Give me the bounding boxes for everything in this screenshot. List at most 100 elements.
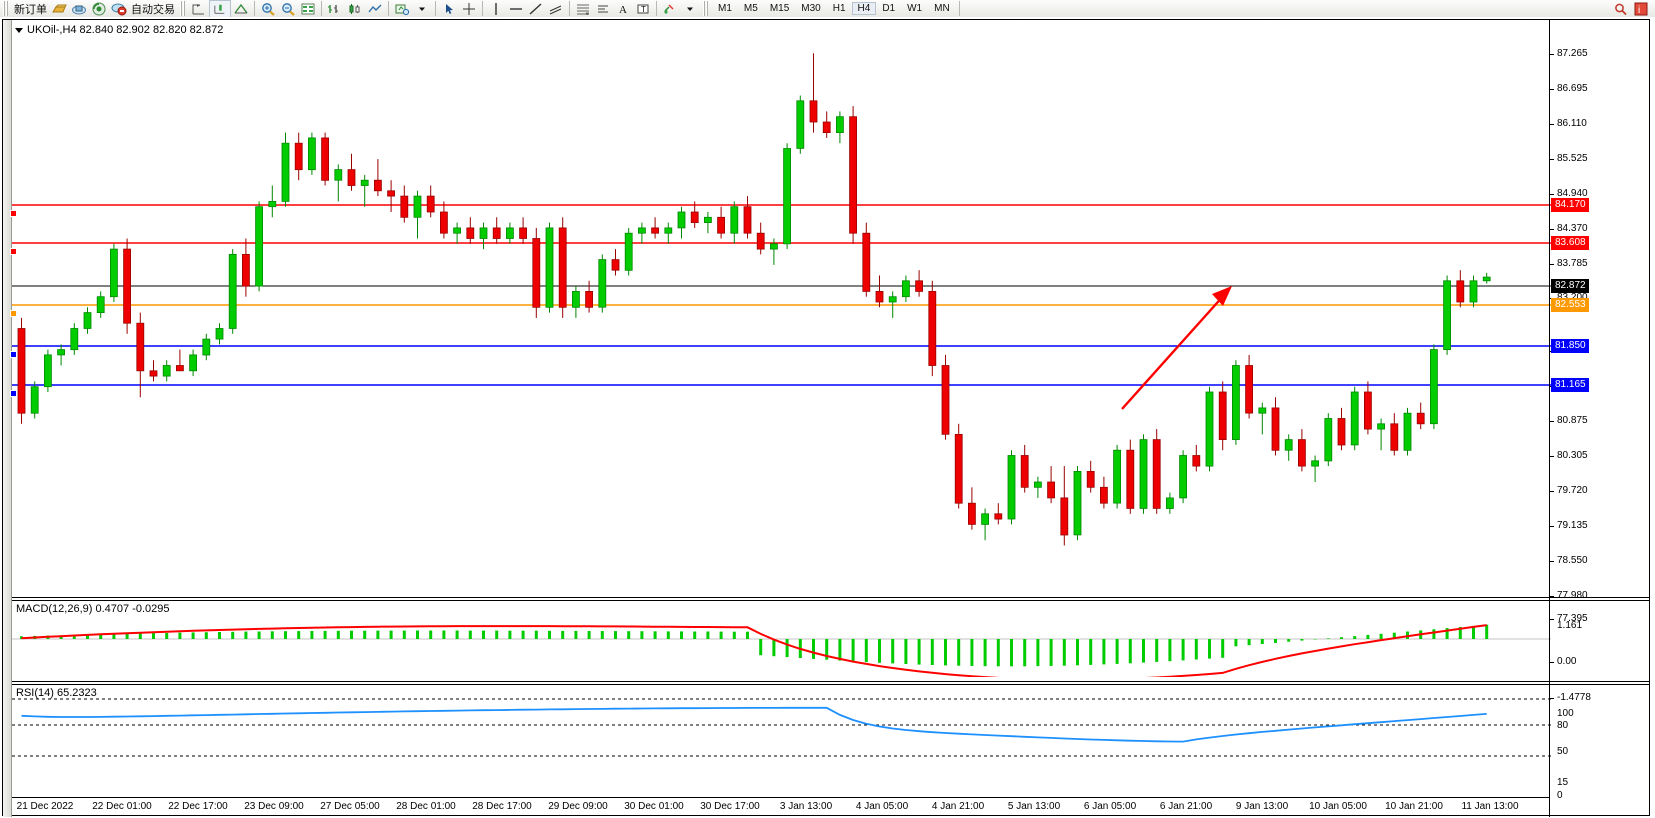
time-tick: 30 Dec 01:00	[624, 801, 684, 812]
chart-workspace[interactable]: UKOil-,H4 82.840 82.902 82.820 82.872 87…	[0, 17, 1655, 818]
templates-icon[interactable]	[392, 1, 412, 17]
rsi-pane-separator	[12, 681, 1649, 682]
svg-text:A: A	[619, 4, 627, 16]
label-icon[interactable]: T	[633, 1, 653, 17]
time-tick: 10 Jan 05:00	[1309, 801, 1367, 812]
chart-window[interactable]: UKOil-,H4 82.840 82.902 82.820 82.872 87…	[2, 19, 1650, 817]
svg-text:T: T	[641, 5, 646, 14]
timeframe-m5[interactable]: M5	[743, 3, 758, 14]
level-handle-81165[interactable]	[10, 390, 17, 397]
fibo-icon[interactable]: e	[573, 1, 593, 17]
svg-text:i: i	[1638, 5, 1640, 16]
toolbar-divider-8	[958, 1, 960, 16]
line-chart-icon[interactable]	[365, 1, 385, 17]
channel-icon[interactable]	[546, 1, 566, 17]
price-axis[interactable]: 87.265 86.695 86.110 85.525 84.940 84.37…	[1549, 20, 1649, 817]
macd-signal-line	[21, 624, 1487, 677]
time-tick: 5 Jan 13:00	[1007, 801, 1061, 812]
price-label-support-2[interactable]: 81.165	[1551, 378, 1589, 392]
gold-bar-icon[interactable]	[49, 1, 69, 17]
timeframe-w1[interactable]: W1	[907, 3, 923, 14]
timeframe-h4[interactable]: H4	[851, 2, 877, 15]
time-tick: 4 Jan 21:00	[931, 801, 985, 812]
cloud-sync-icon[interactable]	[69, 1, 89, 17]
autotrade-button[interactable]: 自动交易	[131, 3, 175, 16]
indicator-insert-icon[interactable]	[189, 1, 209, 17]
macd-pane[interactable]	[12, 601, 1551, 677]
time-tick: 30 Dec 17:00	[700, 801, 760, 812]
toolbar-grip[interactable]	[3, 1, 9, 16]
data-window-icon[interactable]	[298, 1, 318, 17]
time-tick: 4 Jan 05:00	[855, 801, 909, 812]
signals-icon[interactable]	[89, 1, 109, 17]
text-icon[interactable]: A	[613, 1, 633, 17]
arrows-icon[interactable]	[660, 1, 680, 17]
level-handle-81850[interactable]	[10, 351, 17, 358]
time-tick: 22 Dec 17:00	[168, 801, 228, 812]
time-tick: 22 Dec 01:00	[92, 801, 152, 812]
level-handle-84170[interactable]	[10, 210, 17, 217]
chart-collapse-icon[interactable]	[15, 27, 23, 33]
time-tick: 6 Jan 05:00	[1083, 801, 1137, 812]
crosshair-icon[interactable]	[459, 1, 479, 17]
toolbar-divider-4	[435, 1, 436, 16]
timeframe-d1[interactable]: D1	[882, 3, 896, 14]
zoom-out-icon[interactable]	[278, 1, 298, 17]
cursor-icon[interactable]	[439, 1, 459, 17]
help-icon[interactable]: i	[1631, 1, 1651, 17]
price-label-last[interactable]: 82.872	[1551, 279, 1589, 293]
object-insert-icon[interactable]	[209, 0, 231, 17]
bullish-arrow-annotation[interactable]	[1121, 286, 1232, 410]
time-tick: 29 Dec 09:00	[548, 801, 608, 812]
time-tick: 9 Jan 13:00	[1235, 801, 1289, 812]
rsi-pane-separator-2	[12, 684, 1649, 685]
new-order-button[interactable]: 新订单	[14, 3, 47, 16]
toolbar-grip-3[interactable]	[703, 1, 709, 16]
price-label-pivot[interactable]: 82.553	[1551, 298, 1589, 312]
toolbar-divider-7	[656, 1, 657, 16]
toolbar-divider-3	[388, 1, 389, 16]
toolbar-grip-2[interactable]	[180, 1, 186, 16]
chart-left-scrollbar[interactable]	[3, 20, 12, 817]
time-axis[interactable]: 21 Dec 2022 22 Dec 01:00 22 Dec 17:00 23…	[12, 797, 1549, 815]
candle-chart-icon[interactable]	[345, 1, 365, 17]
time-tick: 6 Jan 21:00	[1159, 801, 1213, 812]
price-label-resistance-1[interactable]: 84.170	[1551, 198, 1589, 212]
hline-icon[interactable]	[506, 1, 526, 17]
templates-dropdown-icon[interactable]	[412, 1, 432, 17]
bar-chart-icon[interactable]	[325, 1, 345, 17]
timeframe-mn[interactable]: MN	[934, 3, 950, 14]
rsi-label: RSI(14) 65.2323	[16, 687, 97, 699]
level-handle-83608[interactable]	[10, 248, 17, 255]
price-label-resistance-2[interactable]: 83.608	[1551, 236, 1589, 250]
time-tick: 27 Dec 05:00	[320, 801, 380, 812]
geometry-icon[interactable]	[231, 1, 251, 17]
time-tick: 28 Dec 17:00	[472, 801, 532, 812]
search-icon[interactable]	[1611, 1, 1631, 17]
timeframe-m1[interactable]: M1	[718, 3, 732, 14]
macd-histogram	[20, 624, 1489, 667]
timeframe-h1[interactable]: H1	[832, 3, 846, 14]
chart-title: UKOil-,H4 82.840 82.902 82.820 82.872	[15, 24, 223, 36]
chart-title-text: UKOil-,H4 82.840 82.902 82.820 82.872	[27, 24, 224, 36]
arrows-dropdown-icon[interactable]	[680, 1, 700, 17]
time-tick: 21 Dec 2022	[16, 801, 74, 812]
zoom-in-icon[interactable]	[258, 1, 278, 17]
macd-pane-separator-2	[12, 600, 1649, 601]
time-tick: 11 Jan 13:00	[1461, 801, 1519, 812]
rsi-pane[interactable]	[12, 685, 1551, 781]
main-toolbar[interactable]: 新订单 自动交易	[0, 0, 1655, 18]
price-label-support-1[interactable]: 81.850	[1551, 339, 1589, 353]
level-handle-82553[interactable]	[10, 310, 17, 317]
trendline-icon[interactable]	[526, 1, 546, 17]
timeframe-m30[interactable]: M30	[801, 3, 821, 14]
autotrade-icon[interactable]	[109, 1, 129, 17]
vline-icon[interactable]	[486, 1, 506, 17]
timeframe-m15[interactable]: M15	[769, 3, 790, 14]
text-align-icon[interactable]	[593, 1, 613, 17]
rsi-line	[21, 706, 1487, 743]
time-tick: 23 Dec 09:00	[244, 801, 304, 812]
toolbar-divider-6	[569, 1, 570, 16]
price-pane[interactable]	[12, 32, 1551, 572]
time-tick: 10 Jan 21:00	[1385, 801, 1443, 812]
